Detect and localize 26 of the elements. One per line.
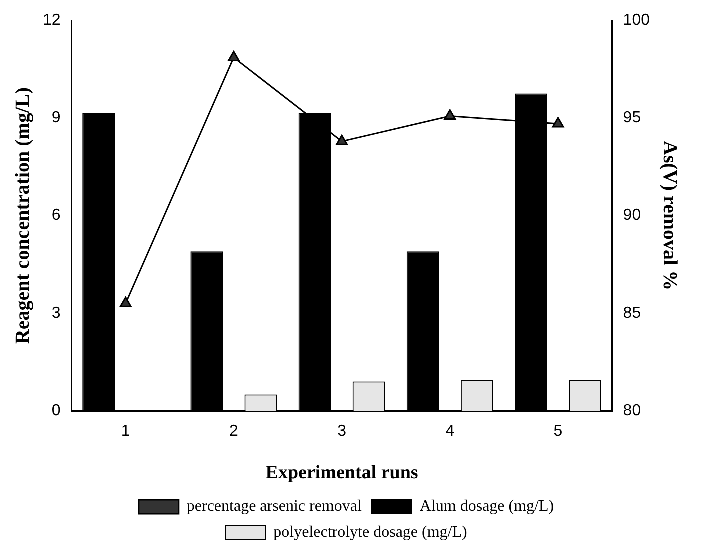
x-tick-label: 2 <box>229 423 238 440</box>
x-tick-label: 4 <box>446 423 455 440</box>
y2-tick-label: 90 <box>623 207 642 224</box>
legend-label: Alum dosage (mg/L) <box>420 498 554 516</box>
point <box>552 117 564 128</box>
y-tick-label: 6 <box>52 207 61 224</box>
y-tick-label: 0 <box>52 402 61 420</box>
y-tick-label: 3 <box>52 304 61 322</box>
point <box>444 110 456 120</box>
y2-tick-label: 100 <box>623 12 650 30</box>
y2-tick-label: 80 <box>623 402 642 420</box>
y-axis-title: Reagent concentration (mg/L) <box>12 87 34 344</box>
y2-tick-label: 95 <box>623 110 642 127</box>
x-tick-label: 3 <box>338 423 347 440</box>
point <box>228 50 240 62</box>
y2-axis-title: As(V) removal % <box>658 140 681 291</box>
x-axis-title: Experimental runs <box>266 462 418 484</box>
point <box>336 134 348 146</box>
x-tick-label: 5 <box>554 423 563 440</box>
y2-tick-label: 85 <box>623 304 642 322</box>
legend-label: percentage arsenic removal <box>186 498 362 516</box>
y-tick-label: 12 <box>43 12 61 30</box>
point <box>120 296 132 308</box>
x-tick-label: 1 <box>121 423 130 440</box>
y-tick-label: 9 <box>52 110 61 127</box>
legend-label: polyelectrolyte dosage (mg/L) <box>274 524 468 542</box>
